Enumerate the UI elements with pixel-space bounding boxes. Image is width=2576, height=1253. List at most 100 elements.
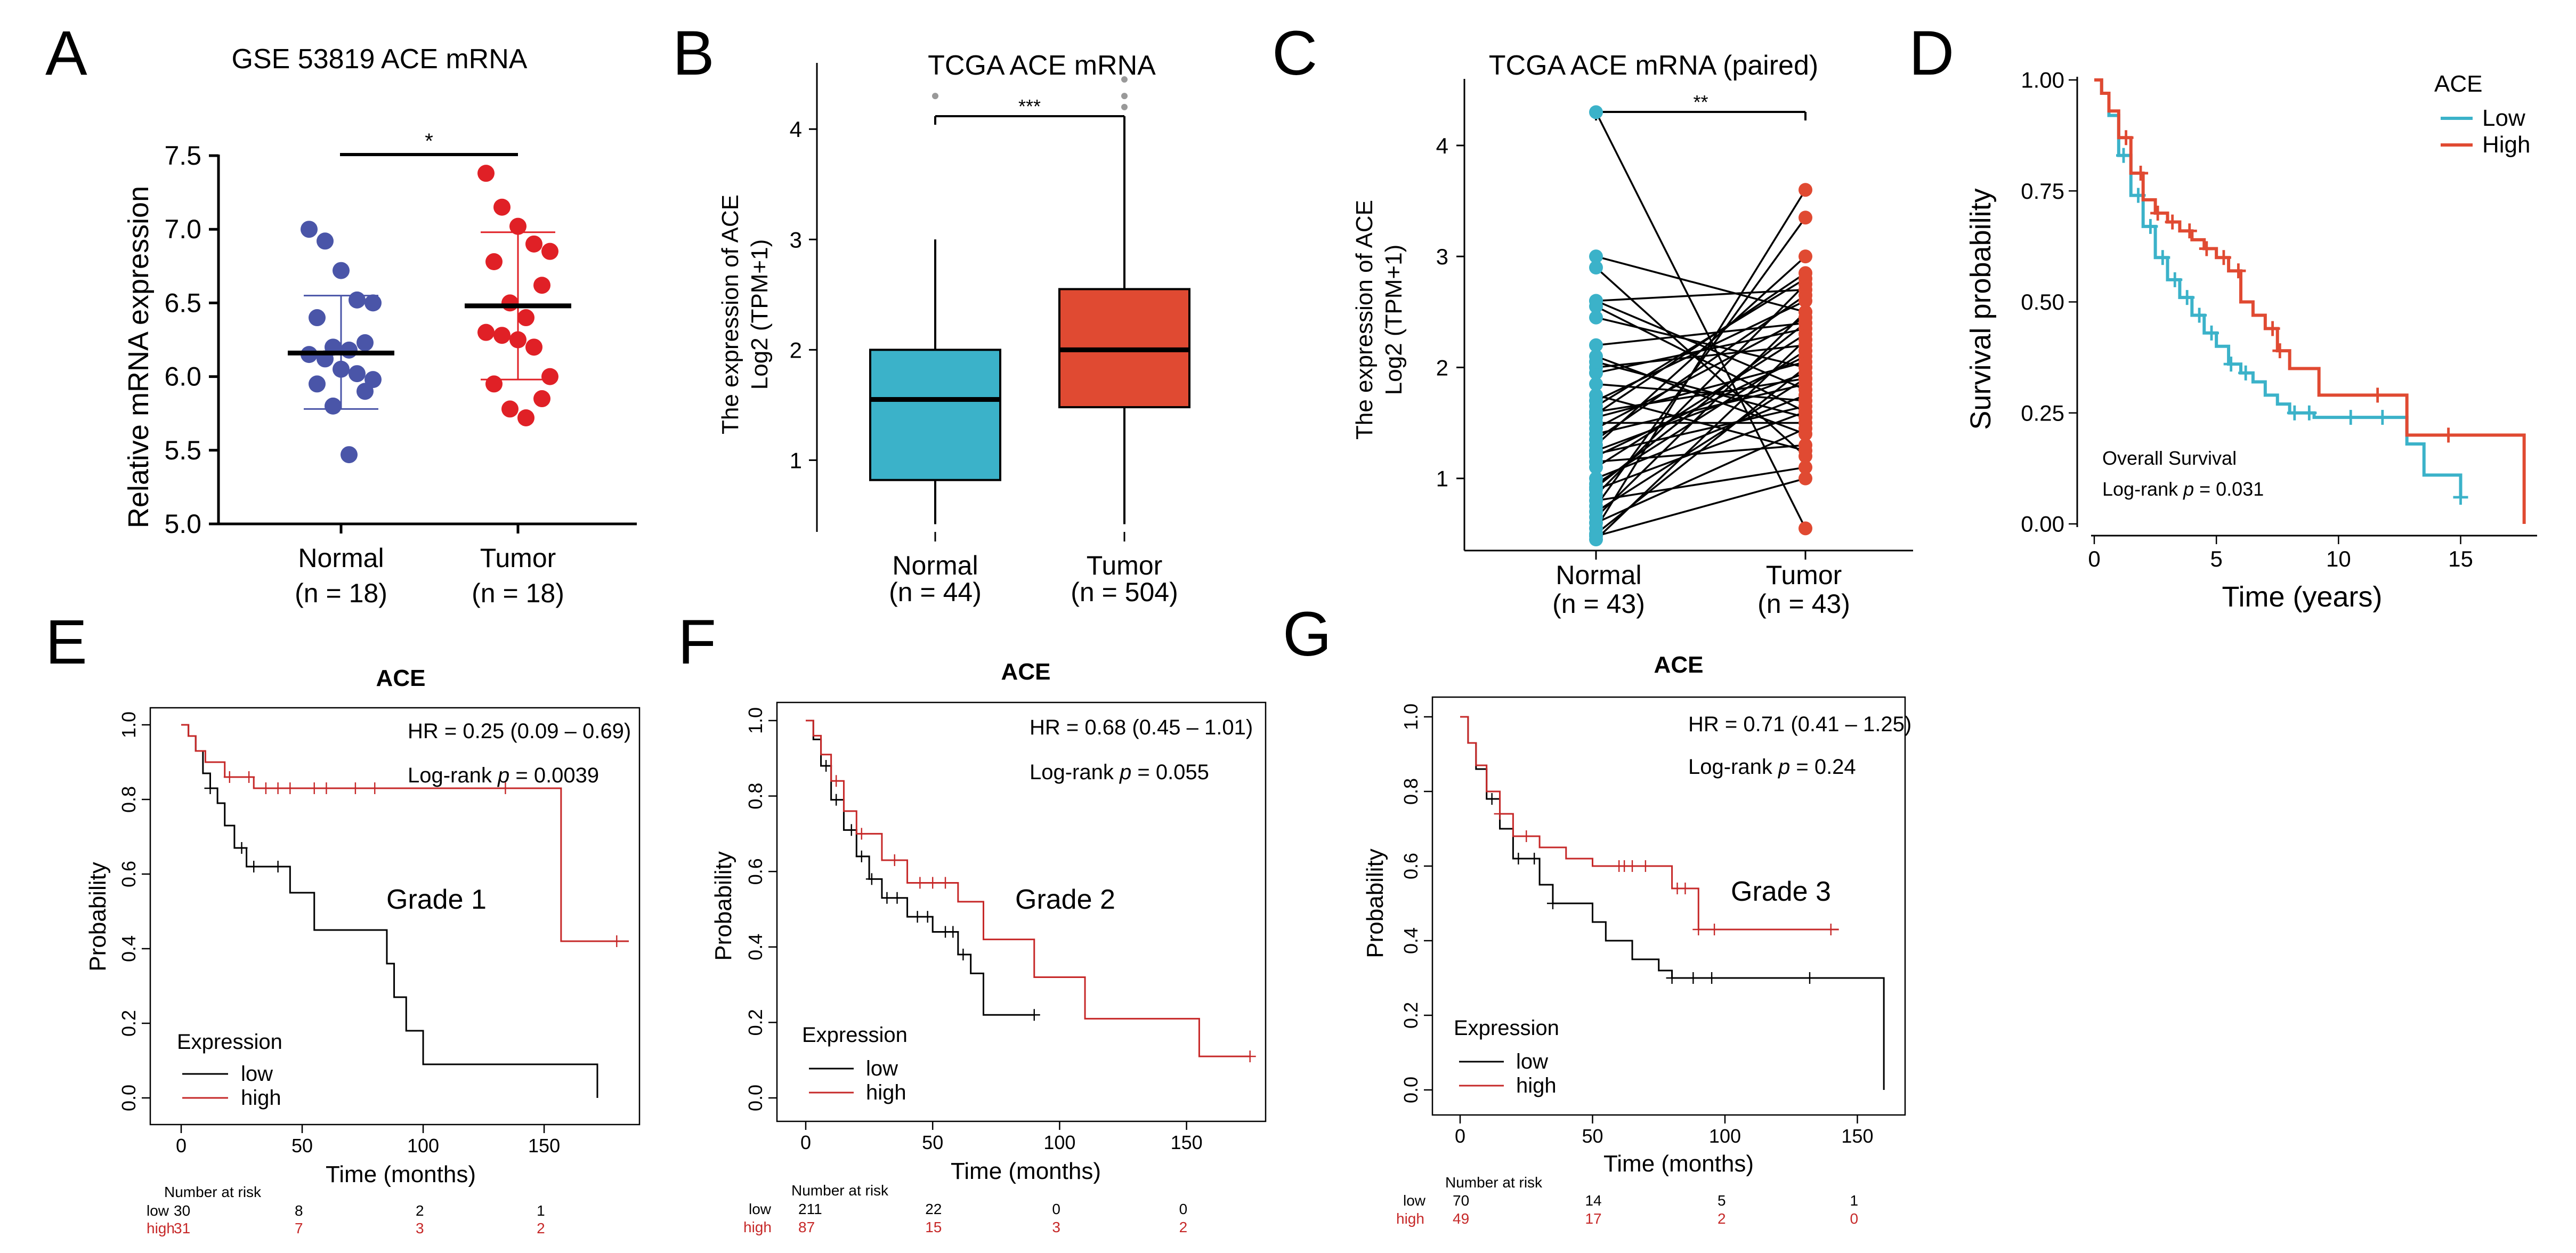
panel-a-point-normal bbox=[309, 309, 326, 327]
panel-c-point-normal bbox=[1589, 532, 1603, 547]
panel-f-risk-low-value: 22 bbox=[925, 1201, 942, 1217]
panel-f-ytick-label: 1.0 bbox=[744, 707, 766, 734]
panel-g-ytick-label: 0.6 bbox=[1400, 853, 1422, 879]
panel-letter-g: G bbox=[1283, 599, 1332, 669]
panel-c-point-normal bbox=[1589, 480, 1603, 495]
panel-e-xtick-label: 150 bbox=[528, 1135, 560, 1157]
panel-e-xtick-label: 100 bbox=[407, 1135, 439, 1157]
panel-c-point-tumor bbox=[1799, 305, 1812, 319]
panel-a-point-tumor bbox=[525, 338, 542, 356]
panel-a-point-tumor bbox=[525, 235, 542, 253]
panel-e-risk-high-value: 7 bbox=[295, 1220, 303, 1236]
panel-b-ylabel-2: Log2 (TPM+1) bbox=[747, 239, 773, 390]
panel-f-logrank-p: p bbox=[1119, 761, 1131, 784]
panel-g-risk-low-value: 14 bbox=[1585, 1192, 1601, 1209]
panel-g-risk-low-value: 1 bbox=[1850, 1192, 1858, 1209]
panel-c-point-tumor bbox=[1799, 443, 1812, 458]
panel-d-xtick-label: 10 bbox=[2326, 546, 2351, 571]
panel-c-ytick-label: 3 bbox=[1436, 244, 1448, 269]
panel-f-risk-high-value: 15 bbox=[925, 1219, 942, 1235]
panel-e-ytick-label: 0.6 bbox=[118, 861, 140, 887]
panel-c-ytick-label: 2 bbox=[1436, 355, 1448, 380]
panel-c-pair-line bbox=[1595, 217, 1807, 507]
panel-g-xlabel: Time (months) bbox=[1603, 1151, 1754, 1177]
panel-d-curve-high bbox=[2094, 78, 2526, 524]
panel-a-point-normal bbox=[349, 365, 366, 383]
panel-b-outlier-tumor bbox=[1121, 93, 1128, 100]
panel-g-ylabel: Probability bbox=[1362, 848, 1388, 958]
panel-a-point-normal bbox=[301, 221, 318, 238]
panel-f-xlabel: Time (months) bbox=[951, 1158, 1101, 1184]
panel-a-ytick-label: 5.5 bbox=[164, 435, 201, 465]
panel-c-point-normal bbox=[1589, 249, 1603, 264]
panel-g-ytick-label: 1.0 bbox=[1400, 704, 1422, 730]
panel-f-xtick-label: 0 bbox=[800, 1131, 811, 1153]
panel-a-plot: 5.0 5.5 6.0 6.5 7.0 7.5 * bbox=[164, 130, 637, 539]
panel-c: C TCGA ACE mRNA (paired) The expression … bbox=[1272, 18, 1913, 619]
panel-letter-f: F bbox=[678, 607, 716, 677]
panel-c-n-normal: (n = 43) bbox=[1552, 589, 1645, 619]
panel-g-curve-low bbox=[1460, 716, 1885, 1090]
panel-letter-e: E bbox=[45, 607, 87, 677]
panel-a-point-normal bbox=[317, 232, 334, 250]
panel-b-ytick-label: 4 bbox=[790, 117, 802, 142]
panel-c-point-normal bbox=[1589, 338, 1603, 352]
panel-e-ytick-label: 1.0 bbox=[118, 712, 140, 738]
panel-e-risk-high-value: 31 bbox=[174, 1220, 190, 1236]
panel-c-pair-line bbox=[1595, 255, 1807, 446]
panel-g: G ACE Probability Time (months) 0 50 100 15… bbox=[1283, 599, 1911, 1227]
panel-c-point-normal bbox=[1589, 447, 1603, 461]
panel-d-legend-title: ACE bbox=[2434, 71, 2482, 97]
panel-letter-b: B bbox=[673, 18, 715, 88]
panel-b-significance-label: *** bbox=[1018, 95, 1041, 117]
panel-g-risk-low-label: low bbox=[1403, 1192, 1426, 1209]
panel-a-point-normal bbox=[333, 262, 350, 279]
panel-c-point-normal bbox=[1589, 355, 1603, 369]
panel-c-point-normal bbox=[1589, 310, 1603, 325]
panel-c-point-tumor bbox=[1799, 399, 1812, 414]
panel-b-title: TCGA ACE mRNA bbox=[928, 50, 1156, 81]
panel-c-pair-line bbox=[1595, 383, 1806, 435]
panel-b-n-tumor: (n = 504) bbox=[1071, 577, 1178, 607]
panel-a-point-tumor bbox=[517, 309, 534, 327]
panel-d-annotation-value: = 0.031 bbox=[2194, 478, 2264, 500]
panel-g-ytick-label: 0.4 bbox=[1400, 927, 1422, 954]
panel-b-plot: 1 2 3 4 *** bbox=[790, 63, 1190, 541]
panel-e-curve-high bbox=[181, 724, 629, 942]
panel-d-legend-low-label: Low bbox=[2482, 105, 2525, 131]
panel-c-point-tumor bbox=[1799, 421, 1812, 435]
panel-c-pair-line bbox=[1595, 405, 1806, 455]
panel-d-ytick-label: 0.50 bbox=[2021, 289, 2064, 314]
panel-g-xtick-label: 100 bbox=[1709, 1125, 1741, 1147]
panel-a-point-tumor bbox=[485, 253, 503, 271]
panel-a-ytick-label: 7.5 bbox=[164, 141, 201, 171]
panel-a-point-tumor bbox=[533, 390, 550, 408]
panel-g-risk-high-value: 0 bbox=[1850, 1210, 1858, 1227]
panel-e-ylabel: Probability bbox=[85, 862, 111, 971]
panel-g-plot-frame bbox=[1431, 696, 1906, 1116]
panel-c-point-tumor bbox=[1799, 344, 1812, 358]
panel-c-point-normal bbox=[1589, 261, 1603, 274]
panel-a-point-tumor bbox=[541, 242, 558, 260]
panel-c-point-normal bbox=[1589, 388, 1603, 402]
panel-c-pair-line bbox=[1595, 322, 1807, 488]
panel-c-plot: 1 2 3 4 ** bbox=[1436, 79, 1913, 560]
panel-c-pair-line bbox=[1595, 294, 1806, 441]
panel-g-plot: 0 50 100 150 0.0 0.2 0.4 0.6 0.8 1.0 70 14 5 1 49 17 2 0 bbox=[1400, 696, 1906, 1227]
panel-d-ytick-label: 0.00 bbox=[2021, 512, 2064, 537]
panel-c-point-tumor bbox=[1799, 333, 1812, 347]
panel-b-ytick-label: 1 bbox=[790, 448, 802, 473]
panel-a-point-tumor bbox=[477, 324, 495, 341]
panel-letter-d: D bbox=[1909, 18, 1954, 88]
panel-f: F ACE Probability Time (months) 0 50 100 15… bbox=[678, 607, 1267, 1235]
panel-f-risk-low-label: low bbox=[749, 1201, 772, 1217]
panel-g-legend-high: high bbox=[1516, 1074, 1557, 1097]
panel-f-ylabel: Probability bbox=[710, 851, 736, 960]
panel-c-pair-line bbox=[1595, 272, 1806, 415]
panel-a-title: GSE 53819 ACE mRNA bbox=[232, 44, 528, 75]
panel-a-point-tumor bbox=[509, 331, 526, 349]
panel-d-annotation-1: Overall Survival bbox=[2102, 447, 2237, 469]
panel-g-risk-header: Number at risk bbox=[1445, 1174, 1543, 1191]
panel-e-title: ACE bbox=[376, 665, 426, 691]
panel-c-point-tumor bbox=[1799, 460, 1812, 474]
